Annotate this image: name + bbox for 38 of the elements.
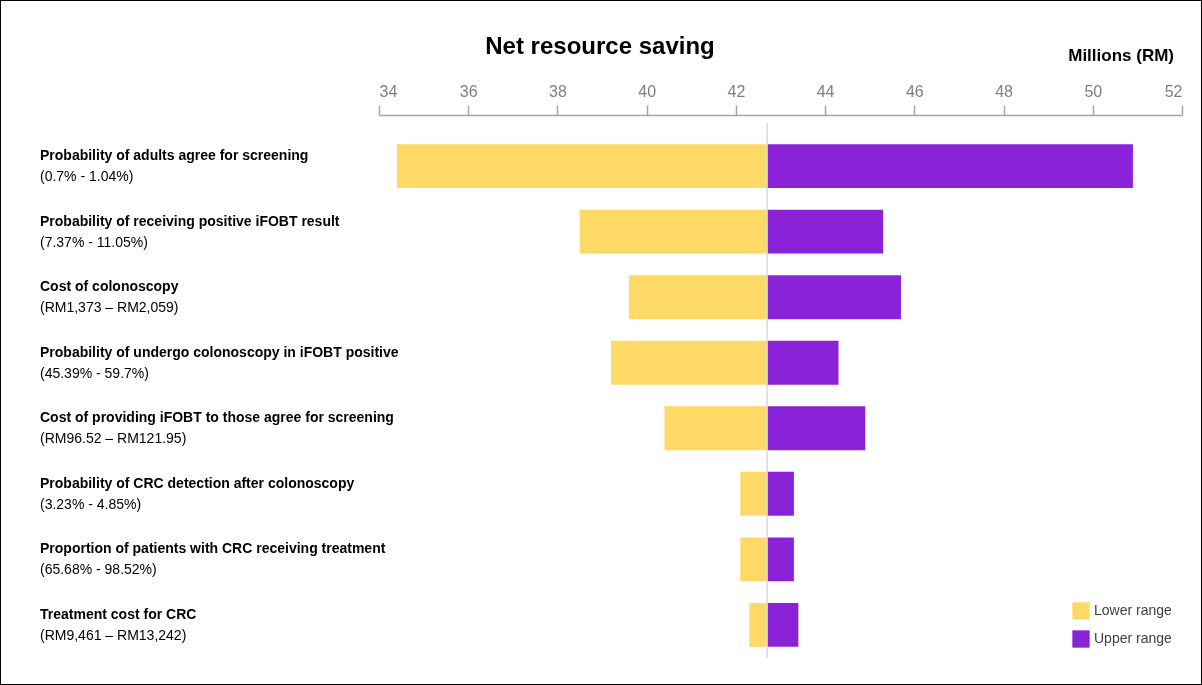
x-tick-label: 40 xyxy=(638,82,657,100)
bar xyxy=(579,209,768,254)
bar xyxy=(767,471,794,516)
chart-title: Net resource saving xyxy=(485,32,715,59)
bar xyxy=(749,602,768,647)
bar xyxy=(740,537,768,582)
bar xyxy=(664,406,768,451)
bar xyxy=(610,340,768,385)
x-tick-label: 48 xyxy=(995,82,1014,100)
category-label: Probability of receiving positive iFOBT result (7.37% - 11.05%) xyxy=(40,212,340,250)
bar xyxy=(767,209,884,254)
bar xyxy=(628,275,768,320)
category-label: Probability of CRC detection after colonoscopy (3.23% - 4.85%) xyxy=(40,474,355,512)
category-label: Probability of undergo colonoscopy in iFOBT positive (45.39% - 59.7%) xyxy=(40,343,399,381)
bar xyxy=(767,340,839,385)
legend-label: Lower range xyxy=(1094,602,1173,618)
legend-label: Upper range xyxy=(1094,630,1173,646)
category-label: Probability of adults agree for screening (0.7% - 1.04%) xyxy=(40,147,309,185)
category-label: Cost of providing iFOBT to those agree for screening (RM96.52 – RM121.95) xyxy=(40,409,394,447)
bar xyxy=(396,144,768,189)
x-tick-label: 42 xyxy=(727,82,746,100)
bar xyxy=(767,144,1133,189)
x-tick-label: 36 xyxy=(459,82,478,100)
x-tick-label: 38 xyxy=(549,82,567,100)
bar xyxy=(767,275,901,320)
category-label: Cost of colonoscopy (RM1,373 – RM2,059) xyxy=(40,278,179,316)
category-label: Treatment cost for CRC (RM9,461 – RM13,242) xyxy=(40,605,197,643)
x-tick-label: 52 xyxy=(1164,82,1183,100)
bar xyxy=(767,406,866,451)
x-tick-label: 34 xyxy=(379,82,398,100)
bar xyxy=(767,602,799,647)
x-tick-label: 50 xyxy=(1084,82,1103,100)
x-tick-label: 44 xyxy=(816,82,835,100)
x-axis-title: Millions (RM) xyxy=(1068,46,1174,65)
category-label: Proportion of patients with CRC receiving treatment (65.68% - 98.52%) xyxy=(40,540,386,578)
x-tick-label: 46 xyxy=(905,82,924,100)
bar xyxy=(767,537,794,582)
bar xyxy=(740,471,768,516)
